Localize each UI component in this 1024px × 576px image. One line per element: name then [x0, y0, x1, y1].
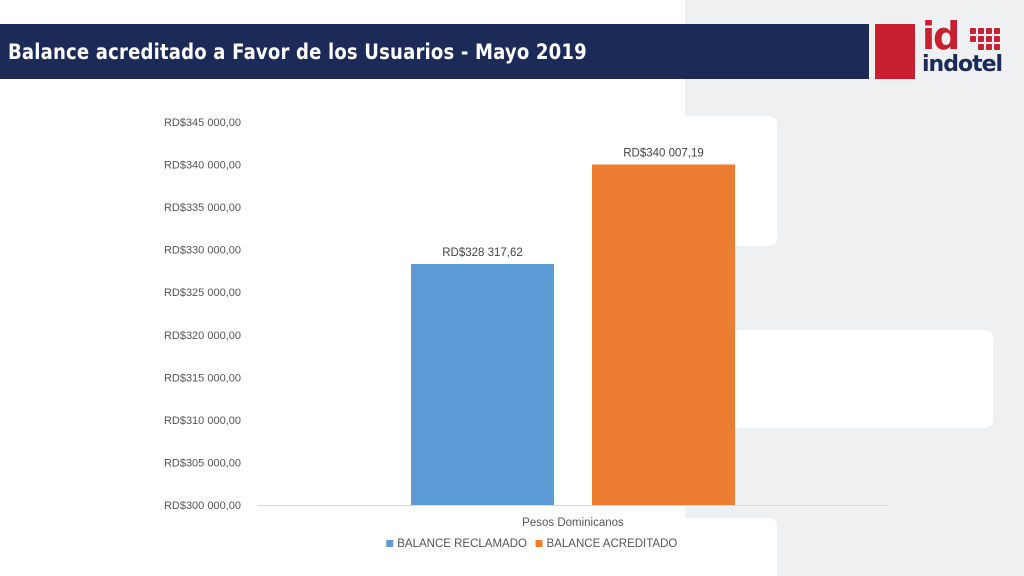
legend-swatch: [535, 540, 543, 547]
y-tick-label: RD$310 000,00: [164, 415, 241, 427]
logo-red-block: [875, 24, 915, 79]
legend-swatch: [386, 540, 394, 547]
y-tick-label: RD$320 000,00: [164, 330, 241, 342]
title-bar: Balance acreditado a Favor de los Usuari…: [0, 24, 869, 79]
logo-mark: id: [922, 14, 960, 58]
bar: [592, 164, 735, 505]
y-tick-label: RD$330 000,00: [164, 245, 241, 257]
data-label: RD$340 007,19: [623, 147, 704, 159]
background-notch: [685, 330, 993, 428]
indotel-logo: id indotel: [922, 16, 1004, 84]
legend-label: BALANCE RECLAMADO: [397, 538, 527, 550]
y-tick-label: RD$340 000,00: [164, 160, 241, 172]
y-tick-label: RD$305 000,00: [164, 457, 241, 469]
x-tick-label: Pesos Dominicanos: [522, 517, 624, 529]
bar: [411, 263, 554, 505]
y-tick-label: RD$345 000,00: [164, 117, 241, 129]
y-tick-label: RD$300 000,00: [164, 500, 241, 512]
y-tick-label: RD$335 000,00: [164, 202, 241, 214]
y-tick-label: RD$315 000,00: [164, 372, 241, 384]
logo-wordmark: indotel: [922, 52, 1003, 77]
background-panel: [685, 0, 1024, 576]
logo-grid-icon: [970, 28, 1000, 50]
legend-label: BALANCE ACREDITADO: [547, 538, 678, 550]
data-label: RD$328 317,62: [442, 247, 523, 259]
y-tick-label: RD$325 000,00: [164, 287, 241, 299]
page-title: Balance acreditado a Favor de los Usuari…: [8, 39, 587, 64]
background-notch: [685, 518, 777, 576]
